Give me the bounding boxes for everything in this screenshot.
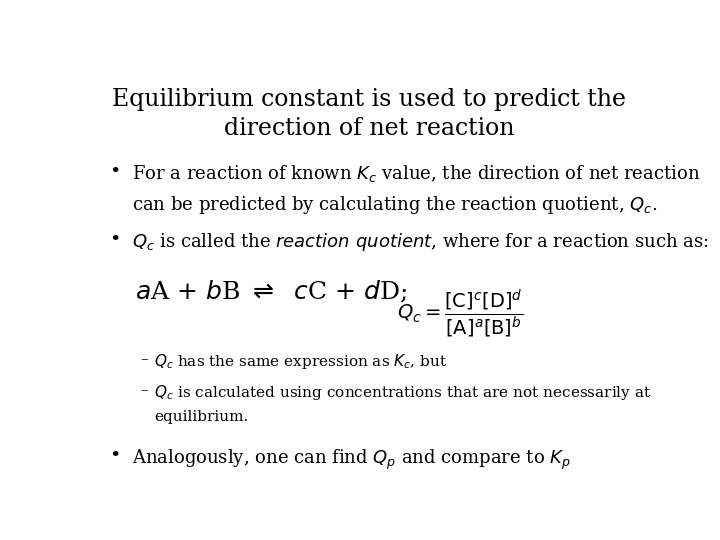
Text: Analogously, one can find $Q_p$ and compare to $K_p$: Analogously, one can find $Q_p$ and comp… bbox=[132, 447, 571, 471]
Text: $Q_c$ is calculated using concentrations that are not necessarily at: $Q_c$ is calculated using concentrations… bbox=[154, 383, 652, 402]
Text: •: • bbox=[109, 231, 121, 249]
Text: For a reaction of known $K_c$ value, the direction of net reaction: For a reaction of known $K_c$ value, the… bbox=[132, 163, 701, 184]
Text: equilibrium.: equilibrium. bbox=[154, 410, 248, 424]
Text: •: • bbox=[109, 163, 121, 180]
Text: –: – bbox=[140, 383, 148, 397]
Text: $a$A + $b$B $\rightleftharpoons$  $c$C + $d$D;: $a$A + $b$B $\rightleftharpoons$ $c$C + … bbox=[135, 279, 407, 305]
Text: •: • bbox=[109, 447, 121, 465]
Text: $Q_c$ has the same expression as $K_c$, but: $Q_c$ has the same expression as $K_c$, … bbox=[154, 352, 447, 370]
Text: –: – bbox=[140, 352, 148, 366]
Text: Equilibrium constant is used to predict the: Equilibrium constant is used to predict … bbox=[112, 87, 626, 111]
Text: can be predicted by calculating the reaction quotient, $Q_c$.: can be predicted by calculating the reac… bbox=[132, 194, 657, 215]
Text: $Q_c = \dfrac{[\mathrm{C}]^c[\mathrm{D}]^d}{[\mathrm{A}]^a[\mathrm{B}]^b}$: $Q_c = \dfrac{[\mathrm{C}]^c[\mathrm{D}]… bbox=[397, 287, 523, 340]
Text: direction of net reaction: direction of net reaction bbox=[224, 117, 514, 140]
Text: $Q_c$ is called the $\mathit{reaction\ quotient}$, where for a reaction such as:: $Q_c$ is called the $\mathit{reaction\ q… bbox=[132, 231, 708, 253]
